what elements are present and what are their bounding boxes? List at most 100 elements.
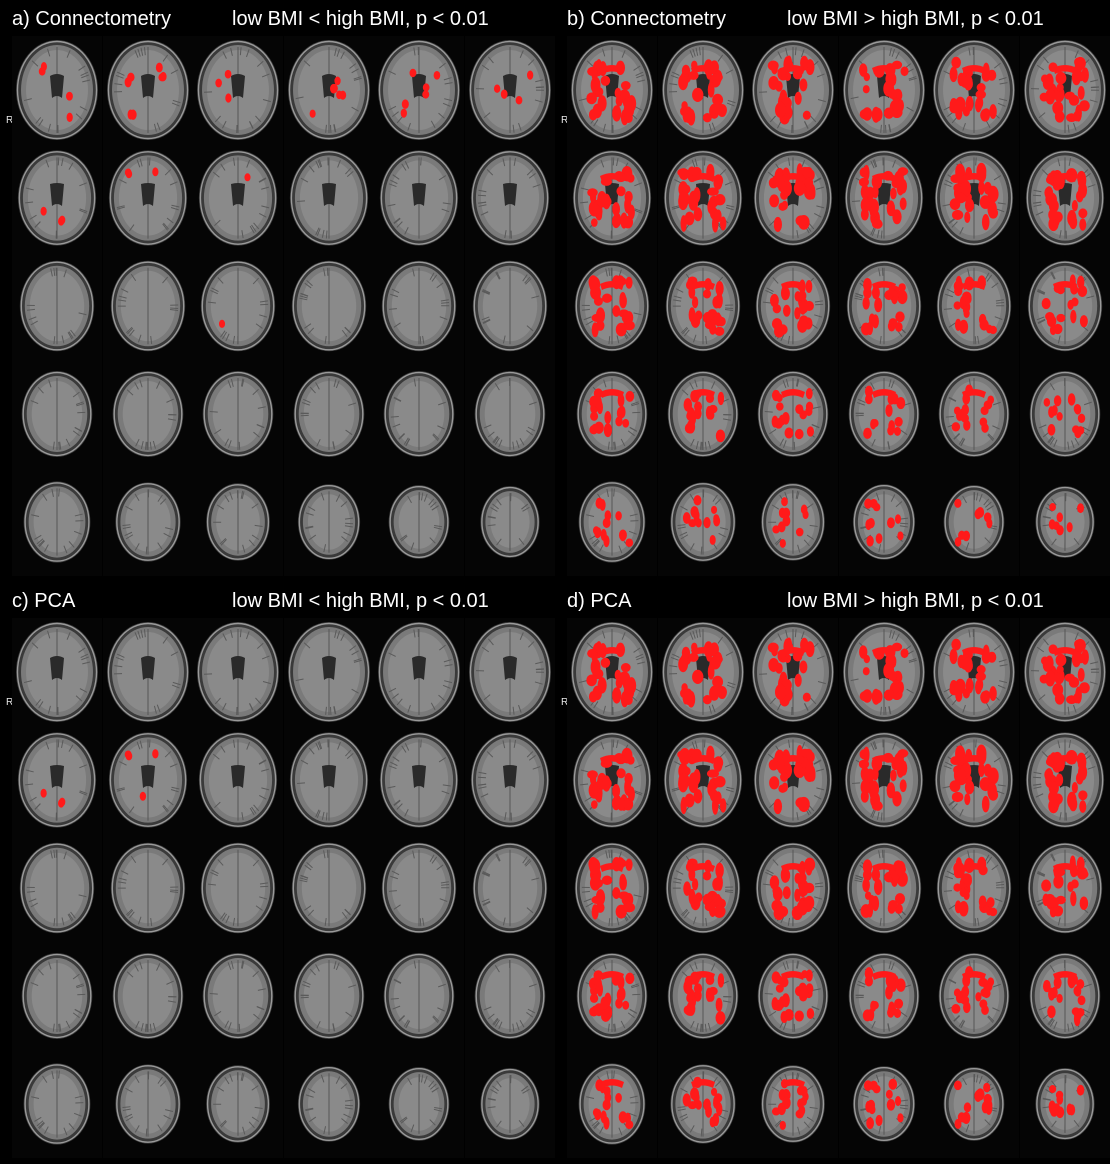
brain-slice (193, 726, 283, 834)
brain-slice (283, 468, 374, 576)
brain-slice (374, 36, 464, 144)
brain-slice (748, 36, 838, 144)
brain-slice (374, 252, 464, 360)
brain-slice (283, 1050, 374, 1158)
brain-slice (464, 1050, 555, 1158)
brain-slice (838, 36, 929, 144)
brain-slice (12, 942, 102, 1050)
brain-slice (567, 834, 657, 942)
brain-slice (464, 834, 555, 942)
brain-slice (567, 1050, 657, 1158)
panel-c-label: c) PCA (12, 590, 76, 612)
brain-slice (193, 618, 283, 726)
brain-slice (657, 252, 748, 360)
brain-slice (283, 360, 374, 468)
brain-slice (567, 942, 657, 1050)
panel-b-condition: low BMI > high BMI, p < 0.01 (787, 8, 1044, 30)
brain-slice (374, 618, 464, 726)
brain-slice (193, 360, 283, 468)
brain-slice (283, 144, 374, 252)
brain-slice (12, 618, 102, 726)
brain-slice (102, 726, 193, 834)
brain-slice (102, 942, 193, 1050)
brain-slice (1019, 144, 1110, 252)
panel-d-orientation-marker: R (561, 697, 569, 708)
brain-slice (748, 1050, 838, 1158)
panel-d-label: d) PCA (567, 590, 632, 612)
panel-b-slice-grid (567, 36, 1110, 576)
brain-slice (193, 144, 283, 252)
brain-slice (567, 360, 657, 468)
brain-slice (193, 252, 283, 360)
brain-slice (838, 360, 929, 468)
brain-slice (374, 468, 464, 576)
brain-slice (567, 36, 657, 144)
brain-slice (838, 618, 929, 726)
brain-slice (374, 942, 464, 1050)
brain-slice (283, 834, 374, 942)
brain-slice (12, 1050, 102, 1158)
brain-slice (193, 36, 283, 144)
brain-slice (374, 360, 464, 468)
brain-slice (464, 36, 555, 144)
brain-slice (838, 834, 929, 942)
panel-c-condition: low BMI < high BMI, p < 0.01 (232, 590, 489, 612)
brain-slice (374, 726, 464, 834)
brain-slice (929, 36, 1019, 144)
brain-slice (929, 834, 1019, 942)
brain-slice (1019, 726, 1110, 834)
brain-slice (657, 468, 748, 576)
brain-slice (748, 360, 838, 468)
brain-slice (929, 360, 1019, 468)
brain-slice (464, 726, 555, 834)
brain-slice (102, 834, 193, 942)
brain-slice (657, 618, 748, 726)
brain-slice (657, 942, 748, 1050)
brain-slice (283, 252, 374, 360)
brain-slice (838, 726, 929, 834)
brain-slice (748, 942, 838, 1050)
brain-slice (838, 144, 929, 252)
brain-slice (12, 360, 102, 468)
brain-slice (838, 1050, 929, 1158)
brain-slice (283, 726, 374, 834)
brain-slice (657, 36, 748, 144)
panel-b-orientation-marker: R (561, 115, 569, 126)
panel-c: c) PCA low BMI < high BMI, p < 0.01 R (0, 582, 555, 1164)
brain-slice (929, 468, 1019, 576)
brain-slice (283, 618, 374, 726)
brain-slice (657, 726, 748, 834)
brain-slice (102, 618, 193, 726)
brain-slice (102, 36, 193, 144)
brain-slice (283, 942, 374, 1050)
panel-a-condition: low BMI < high BMI, p < 0.01 (232, 8, 489, 30)
brain-slice (1019, 834, 1110, 942)
brain-slice (1019, 1050, 1110, 1158)
brain-slice (567, 726, 657, 834)
brain-slice (929, 726, 1019, 834)
brain-slice (657, 360, 748, 468)
brain-slice (464, 942, 555, 1050)
brain-slice (12, 252, 102, 360)
brain-slice (657, 144, 748, 252)
brain-slice (193, 942, 283, 1050)
panel-c-orientation-marker: R (6, 697, 14, 708)
brain-slice (1019, 252, 1110, 360)
brain-slice (748, 468, 838, 576)
brain-slice (748, 834, 838, 942)
brain-slice (12, 144, 102, 252)
brain-slice (102, 144, 193, 252)
brain-slice (12, 36, 102, 144)
brain-slice (464, 618, 555, 726)
brain-slice (657, 1050, 748, 1158)
brain-slice (102, 252, 193, 360)
panel-d-condition: low BMI > high BMI, p < 0.01 (787, 590, 1044, 612)
brain-slice (283, 36, 374, 144)
brain-slice (102, 1050, 193, 1158)
brain-slice (838, 942, 929, 1050)
brain-slice (838, 468, 929, 576)
panel-d-slice-grid (567, 618, 1110, 1158)
brain-slice (12, 726, 102, 834)
brain-slice (567, 468, 657, 576)
brain-slice (374, 834, 464, 942)
